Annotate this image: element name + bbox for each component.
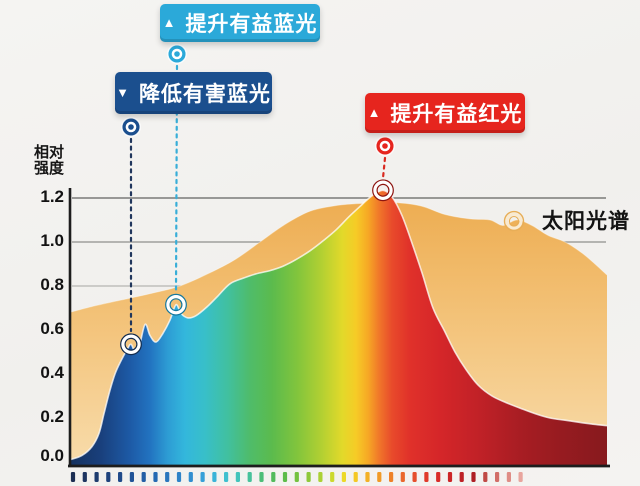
wavelength-tick [495,472,500,482]
wavelength-tick [436,472,441,482]
wavelength-tick [341,472,346,482]
led-spectrum-edge [69,189,608,461]
wavelength-tick [106,472,111,482]
y-tick-0.6: 0.6 [40,319,64,338]
wavelength-tick [424,472,429,482]
badge-label: 提升有益蓝光 [185,13,318,36]
wavelength-tick [259,472,264,482]
wavelength-tick [412,472,417,482]
connector-line-red_up [381,156,387,180]
wavelength-tick [282,472,288,482]
wavelength-tick [377,472,382,482]
wavelength-tick [141,472,146,482]
marker-dot-red_up [375,136,395,156]
wavelength-tick [200,472,205,482]
wavelength-tick [447,472,453,482]
y-tick-1.0: 1.0 [40,231,64,250]
badge-label: 降低有害蓝光 [138,83,271,106]
y-tick-0.2: 0.2 [40,407,64,426]
y-axis-title-line2: 强度 [34,160,65,178]
wavelength-tick [94,472,99,482]
badge-label: 提升有益红光 [390,103,523,126]
wavelength-tick [235,472,240,482]
wavelength-tick [271,472,276,482]
led-spectrum-area [70,190,607,466]
wavelength-tick [518,472,523,482]
marker-dot-blue_down [121,117,141,137]
y-tick-0.0: 0.0 [40,446,64,465]
curve-ring-blue_up [165,293,187,316]
wavelength-tick [471,472,476,482]
y-tick-0.8: 0.8 [40,275,64,294]
wavelength-tick [506,472,511,482]
y-tick-1.2: 1.2 [40,187,64,206]
down-triangle-icon: ▼ [116,84,130,100]
curve-ring-solar [503,210,525,232]
wavelength-tick [82,472,87,482]
wavelength-tick [188,472,193,482]
wavelength-tick [129,472,134,482]
wavelength-tick [353,472,358,482]
wavelength-tick [153,472,158,482]
wavelength-tick [306,472,311,482]
wavelength-tick [118,472,123,482]
wavelength-tick [459,472,464,482]
wavelength-tick [224,472,229,482]
wavelength-tick [400,472,405,482]
wavelength-tick [389,472,394,482]
solar-spectrum-label: 太阳光谱 [542,210,630,233]
wavelength-tick [247,472,252,482]
y-axis-title: 相对 强度 [34,144,74,178]
marker-dot-blue_up [167,44,187,64]
up-triangle-icon: ▲ [162,14,177,30]
wavelength-tick [365,472,370,482]
badge-reduce-harmful-blue: ▼ 降低有害蓝光 [115,72,272,114]
curve-ring-red_up [372,179,394,202]
wavelength-tick [212,472,217,482]
badge-increase-beneficial-red: ▲ 提升有益红光 [365,93,525,133]
y-axis-title-line1: 相对 [34,144,65,161]
wavelength-tick [318,472,323,482]
curve-ring-blue_down [120,333,142,356]
wavelength-tick [294,472,299,482]
up-triangle-icon: ▲ [367,104,382,120]
wavelength-tick [483,472,488,482]
wavelength-tick [165,472,170,482]
badge-increase-beneficial-blue: ▲ 提升有益蓝光 [160,4,320,42]
wavelength-tick [330,472,335,482]
wavelength-tick [70,472,76,482]
y-tick-0.4: 0.4 [40,363,64,382]
wavelength-tick [176,472,182,482]
